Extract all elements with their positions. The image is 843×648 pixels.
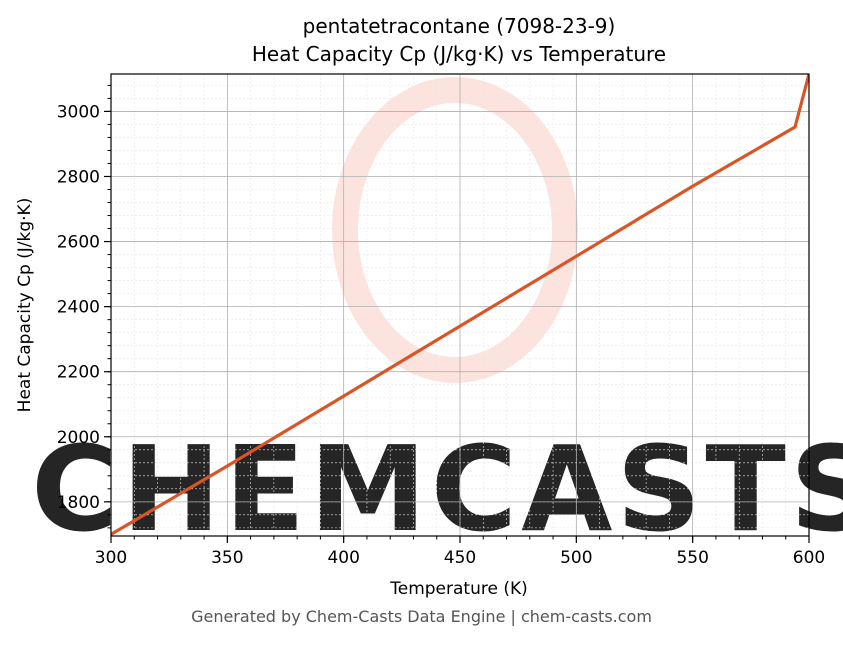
y-tick-label: 1800 <box>57 493 100 513</box>
y-tick-label: 2400 <box>57 298 100 318</box>
x-tick-label: 550 <box>676 548 708 568</box>
chart-subtitle: Heat Capacity Cp (J/kg·K) vs Temperature <box>252 42 666 66</box>
y-tick-label: 2600 <box>57 233 100 253</box>
x-tick-label: 300 <box>95 548 127 568</box>
chart-title: pentatetracontane (7098-23-9) <box>303 14 616 38</box>
x-tick-label: 400 <box>327 548 359 568</box>
label-layer: pentatetracontane (7098-23-9) Heat Capac… <box>15 14 666 599</box>
watermark: CHEMCASTS <box>31 77 843 558</box>
watermark-logo-swirl <box>332 77 578 383</box>
x-tick-label: 600 <box>793 548 825 568</box>
tick-layer: 300 350 400 450 500 550 600 1800 2000 2200 2400 260… <box>57 84 825 568</box>
y-axis-label: Heat Capacity Cp (J/kg·K) <box>15 198 35 413</box>
y-tick-label: 3000 <box>57 102 100 122</box>
footer-credit: Generated by Chem-Casts Data Engine | ch… <box>191 607 652 626</box>
series-layer <box>111 74 809 536</box>
x-tick-label: 350 <box>211 548 243 568</box>
y-tick-label: 2000 <box>57 428 100 448</box>
series-line <box>111 74 809 536</box>
x-tick-label: 450 <box>444 548 476 568</box>
y-tick-label: 2200 <box>57 363 100 383</box>
x-tick-label: 500 <box>560 548 592 568</box>
y-tick-label: 2800 <box>57 167 100 187</box>
x-axis-label: Temperature (K) <box>389 579 528 599</box>
